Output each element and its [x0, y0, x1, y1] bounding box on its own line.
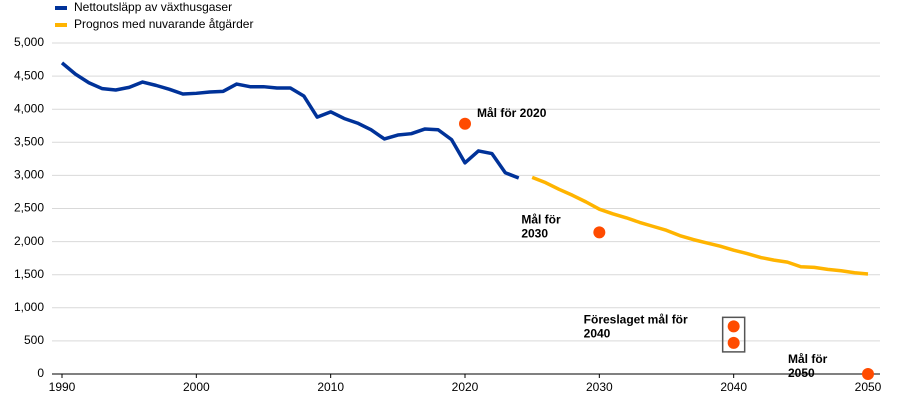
- y-tick-label: 3,000: [14, 168, 44, 182]
- x-tick-label: 2010: [317, 380, 344, 394]
- target-label: Mål för: [521, 213, 561, 227]
- y-tick-label: 3,500: [14, 134, 44, 148]
- y-tick-label: 5,000: [14, 35, 44, 49]
- target-box: [721, 316, 746, 353]
- target-label: Mål för 2020: [477, 106, 547, 120]
- y-tick-label: 0: [37, 366, 44, 380]
- target-label: 2040: [584, 327, 611, 341]
- target-label: 2030: [521, 227, 548, 241]
- target-point: [459, 117, 471, 130]
- x-tick-label: 2000: [183, 380, 210, 394]
- y-tick-label: 1,500: [14, 267, 44, 281]
- target-point: [862, 368, 874, 380]
- y-tick-label: 4,500: [14, 68, 44, 82]
- legend-label: Prognos med nuvarande åtgärder: [74, 17, 253, 31]
- series-line: [531, 175, 869, 276]
- y-tick-label: 1,000: [14, 300, 44, 314]
- y-tick-label: 2,500: [14, 201, 44, 215]
- target-point: [593, 226, 606, 239]
- target-label: Föreslaget mål för: [584, 313, 688, 327]
- x-tick-label: 2020: [452, 380, 479, 394]
- y-tick-label: 500: [24, 333, 44, 347]
- target-point: [727, 320, 740, 333]
- y-tick-label: 4,000: [14, 101, 44, 115]
- target-point: [727, 336, 740, 349]
- target-label: Mål för: [788, 352, 828, 366]
- x-tick-label: 2030: [586, 380, 613, 394]
- series-line: [60, 61, 520, 180]
- legend-label: Nettoutsläpp av växthusgaser: [74, 0, 232, 14]
- x-tick-label: 2040: [720, 380, 747, 394]
- y-tick-label: 2,000: [14, 234, 44, 248]
- x-tick-label: 1990: [49, 380, 76, 394]
- target-label: 2050: [788, 366, 815, 380]
- x-tick-label: 2050: [855, 380, 882, 394]
